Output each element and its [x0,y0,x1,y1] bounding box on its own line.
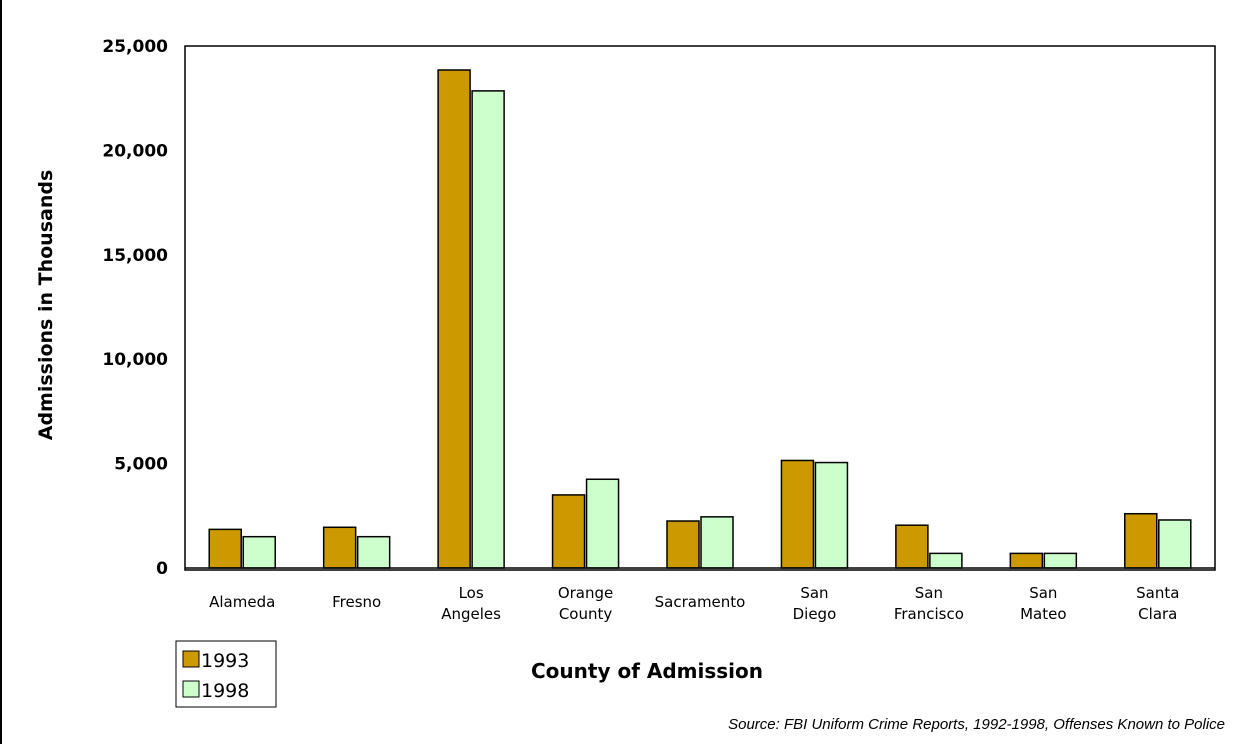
plot-area [184,45,1216,571]
y-tick-label: 15,000 [102,246,168,266]
x-axis-title: County of Admission [531,659,763,683]
y-axis-title: Admissions in Thousands [35,170,57,441]
bar-1993 [895,524,929,569]
x-tick-label: Mateo [1020,605,1066,623]
y-tick-label: 25,000 [102,37,168,57]
bar-1998 [471,90,505,569]
y-tick-label: 20,000 [102,141,168,161]
legend-label-1993: 1993 [201,650,249,672]
x-tick-label: Angeles [441,605,501,623]
bar-1998 [585,478,620,569]
bar-1993 [1124,512,1158,569]
bar-1993 [780,459,815,569]
bar-1998 [242,535,276,569]
x-tick-label: Alameda [209,593,275,611]
frame-left-rule [0,0,2,744]
bar-1998 [1043,552,1078,569]
bar-1998 [700,516,734,569]
bar-1993 [666,520,700,569]
x-tick-label: San [800,584,828,602]
y-tick-label: 0 [156,559,168,579]
legend-swatch-1998 [182,680,200,698]
x-tick-label: Francisco [894,605,964,623]
bar-1993 [551,494,586,569]
source-note: Source: FBI Uniform Crime Reports, 1992-… [728,716,1225,733]
legend-label-1998: 1998 [201,680,249,702]
x-tick-label: San [915,584,943,602]
x-tick-label: County [559,605,613,623]
x-tick-label: Santa [1136,584,1179,602]
x-tick-label: Orange [558,584,613,602]
y-tick-label: 10,000 [102,350,168,370]
y-tick-label: 5,000 [114,455,168,475]
legend-swatch-1993 [182,650,200,668]
bar-1998 [1158,519,1192,569]
bar-1993 [1009,552,1044,569]
bar-1993 [437,69,471,569]
x-tick-label: Clara [1138,605,1177,623]
x-tick-label: Sacramento [655,593,746,611]
bar-1993 [322,526,357,569]
bar-1993 [208,528,242,569]
bar-1998 [814,461,849,569]
x-tick-label: Fresno [332,593,381,611]
x-tick-label: Los [459,584,484,602]
legend: 1993 1998 [175,640,277,708]
bar-1998 [929,552,963,569]
x-tick-label: Diego [793,605,837,623]
bar-1998 [356,535,391,569]
x-tick-label: San [1029,584,1057,602]
